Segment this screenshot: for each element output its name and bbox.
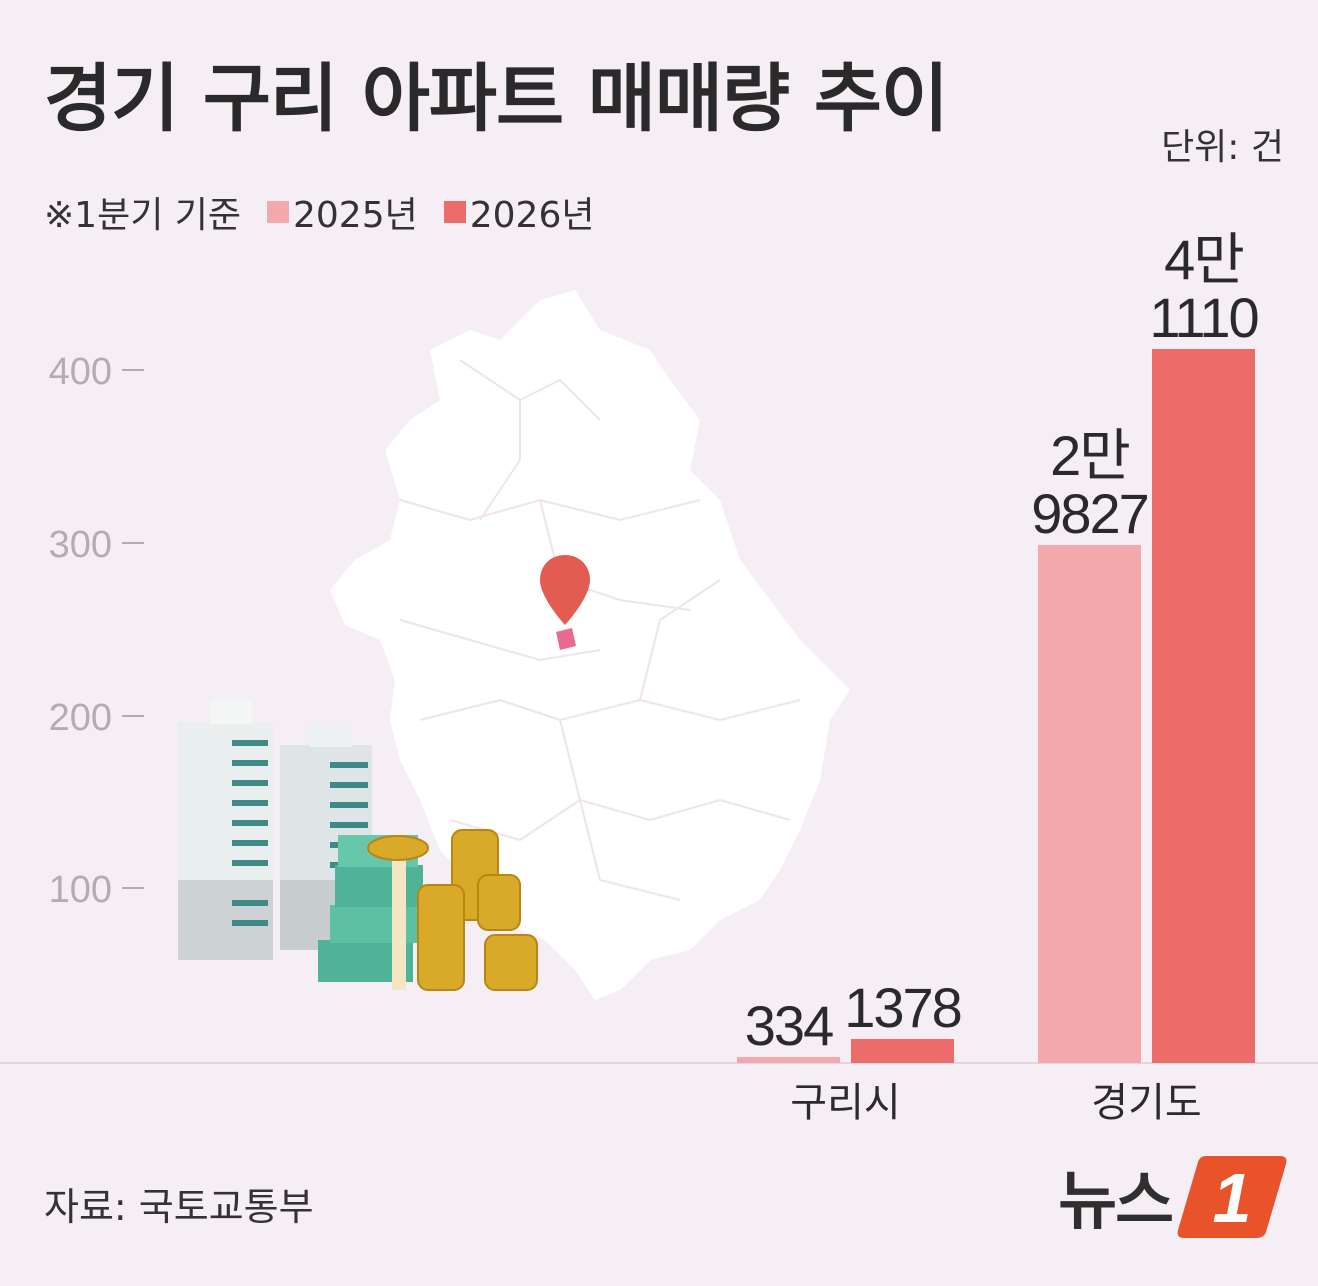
basis-note: ※1분기 기준 [44, 195, 241, 236]
legend-swatch-2025 [267, 201, 289, 223]
logo-text: 뉴스 [1058, 1165, 1174, 1239]
y-tick-label: 100 [49, 869, 112, 911]
y-tick-label: 400 [49, 351, 112, 393]
legend: ※1분기 기준 2025년 2026년 [44, 186, 621, 238]
legend-label-2025: 2025년 [293, 195, 418, 236]
legend-item-2026: 2026년 [443, 186, 595, 238]
chart-title: 경기 구리 아파트 매매량 추이 [44, 56, 949, 142]
news1-logo: 뉴스 1 [1058, 1150, 1288, 1242]
legend-item-2025: 2025년 [267, 186, 418, 238]
value-label: 1378 [844, 976, 961, 1039]
value-label: 2만 [1050, 424, 1129, 487]
y-tick-label: 200 [49, 697, 112, 739]
map-pin-icon [540, 555, 590, 625]
x-category-label: 구리시 [790, 1080, 900, 1126]
bar-구리시-2025년 [737, 1057, 840, 1063]
logo-mark-text: 1 [1213, 1159, 1252, 1237]
value-label: 334 [745, 994, 833, 1057]
guri-region-highlight [556, 628, 576, 650]
y-tick-label: 300 [49, 524, 112, 566]
bar-구리시-2026년 [851, 1039, 954, 1063]
value-label: 4만 [1164, 228, 1243, 291]
source-label: 자료: 국토교통부 [44, 1185, 314, 1229]
x-category-label: 경기도 [1091, 1080, 1201, 1126]
gyeonggi-map-illustration [330, 290, 850, 1000]
value-label: 9827 [1031, 482, 1148, 545]
bar-경기도-2026년 [1152, 349, 1255, 1063]
legend-swatch-2026 [443, 201, 466, 223]
unit-label: 단위: 건 [1161, 127, 1284, 168]
legend-label-2026: 2026년 [469, 195, 595, 236]
apartment-money-illustration [178, 700, 538, 991]
coin-stack-icon [367, 829, 538, 991]
bar-경기도-2025년 [1038, 544, 1141, 1063]
value-label: 1110 [1149, 286, 1257, 349]
logo-mark-icon: 1 [1177, 1156, 1287, 1238]
